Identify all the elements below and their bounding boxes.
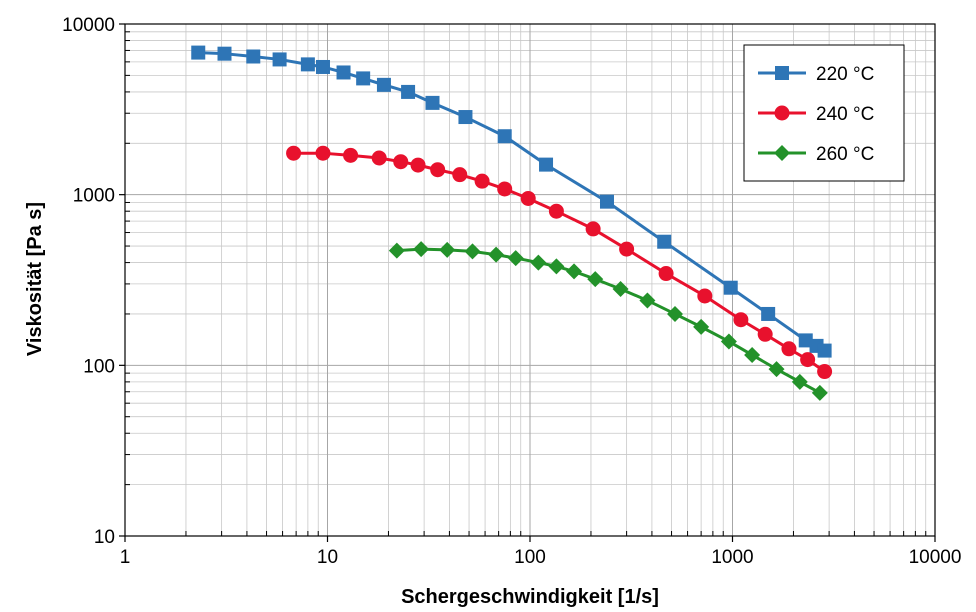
y-tick-label: 100 — [83, 356, 115, 377]
x-axis-title: Schergeschwindigkeit [1/s] — [401, 586, 659, 608]
data-point — [497, 129, 512, 144]
data-point — [720, 333, 737, 350]
legend-marker — [775, 66, 789, 80]
series-layer — [191, 45, 833, 401]
x-tick-label: 10 — [317, 547, 338, 568]
data-point — [798, 333, 813, 348]
legend-entry: 220 °C — [758, 64, 874, 85]
data-point — [272, 52, 287, 67]
data-point — [566, 263, 583, 280]
series-2 — [286, 145, 833, 380]
data-point — [286, 145, 302, 161]
legend-entry: 260 °C — [758, 144, 874, 165]
legend-label: 260 °C — [816, 144, 874, 165]
data-point — [693, 318, 710, 335]
data-point — [410, 157, 426, 173]
data-point — [811, 384, 828, 401]
x-tick-label: 1 — [120, 547, 131, 568]
y-tick-labels: 10 100 1000 10000 — [62, 15, 115, 548]
data-point — [599, 194, 614, 209]
data-point — [733, 312, 749, 328]
data-point — [800, 352, 816, 368]
data-point — [548, 203, 564, 219]
data-point — [488, 246, 505, 263]
data-point — [217, 46, 232, 61]
data-point — [246, 49, 261, 64]
series-1 — [191, 45, 832, 358]
data-point — [530, 254, 547, 271]
legend-label: 240 °C — [816, 104, 874, 125]
data-point — [768, 361, 785, 378]
data-point — [439, 241, 456, 258]
y-tick-label: 10 — [94, 527, 115, 548]
legend-label: 220 °C — [816, 64, 874, 85]
data-point — [356, 71, 371, 86]
data-point — [585, 221, 601, 237]
data-point — [343, 147, 359, 163]
data-point — [697, 288, 713, 304]
data-point — [587, 271, 604, 288]
data-point — [761, 306, 776, 321]
legend-entry: 240 °C — [758, 104, 874, 125]
data-point — [791, 373, 808, 390]
x-tick-label: 1000 — [711, 547, 753, 568]
series-3 — [388, 241, 828, 401]
data-point — [520, 190, 536, 206]
data-point — [371, 150, 387, 166]
data-point — [336, 65, 351, 80]
data-point — [817, 343, 832, 358]
data-point — [658, 266, 674, 282]
y-tick-label: 10000 — [62, 15, 115, 36]
data-point — [191, 45, 206, 60]
y-tick-label: 1000 — [73, 186, 115, 207]
data-point — [315, 145, 331, 161]
data-point — [315, 59, 330, 74]
data-point — [430, 162, 446, 178]
data-point — [744, 346, 761, 363]
legend: 220 °C 240 °C 260 °C — [743, 44, 905, 182]
data-point — [723, 280, 738, 295]
series-line — [198, 51, 826, 352]
data-point — [300, 57, 315, 72]
data-point — [401, 84, 416, 99]
data-point — [393, 154, 409, 170]
x-tick-label: 10000 — [909, 547, 962, 568]
data-point — [548, 258, 565, 275]
data-point — [781, 341, 797, 357]
data-point — [388, 242, 405, 259]
axis-ticks — [119, 23, 936, 542]
data-point — [497, 181, 513, 197]
legend-entries: 220 °C 240 °C 260 °C — [758, 64, 874, 165]
data-point — [376, 77, 391, 92]
data-point — [413, 241, 430, 258]
data-point — [612, 281, 629, 298]
data-point — [425, 95, 440, 110]
data-point — [539, 157, 554, 172]
data-point — [452, 167, 468, 183]
data-point — [619, 241, 635, 257]
data-point — [657, 234, 672, 249]
data-point — [817, 364, 833, 380]
data-point — [757, 326, 773, 342]
y-axis-title: Viskosität [Pa s] — [24, 202, 46, 356]
data-point — [639, 292, 656, 309]
legend-marker — [774, 145, 790, 161]
data-point — [507, 250, 524, 267]
data-point — [666, 305, 683, 322]
data-point — [464, 243, 481, 260]
data-point — [458, 110, 473, 125]
x-tick-labels: 1 10 100 1000 10000 — [120, 547, 962, 568]
legend-marker — [774, 105, 790, 121]
series-line — [396, 247, 821, 395]
data-point — [474, 173, 490, 189]
x-tick-label: 100 — [514, 547, 546, 568]
